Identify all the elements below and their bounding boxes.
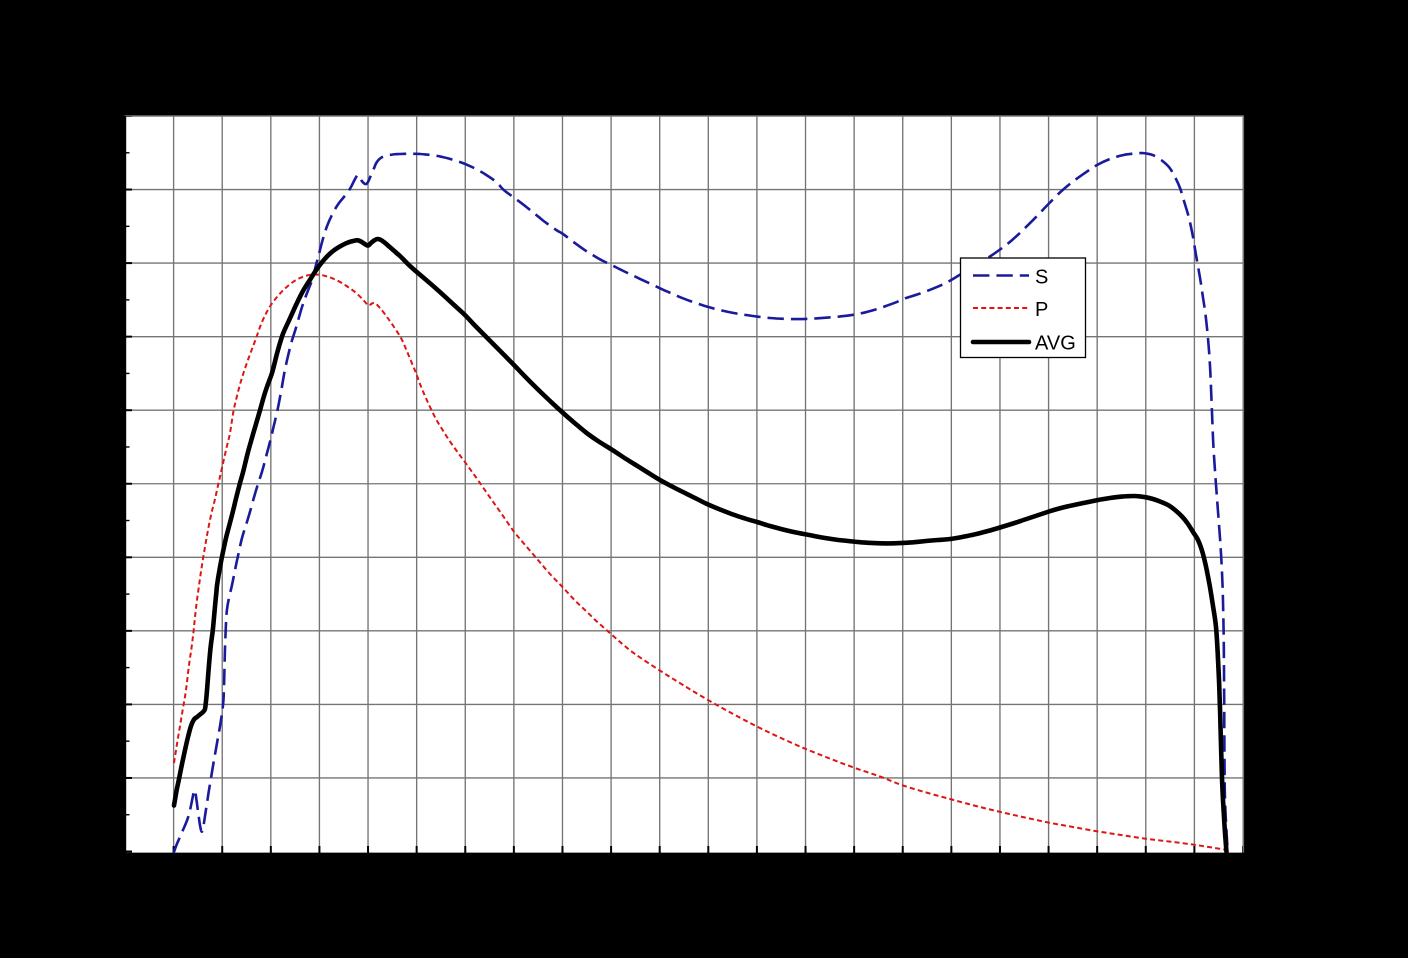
svg-text:P: P [1035,299,1048,321]
svg-text:S: S [1035,266,1048,288]
svg-text:AVG: AVG [1035,333,1076,355]
